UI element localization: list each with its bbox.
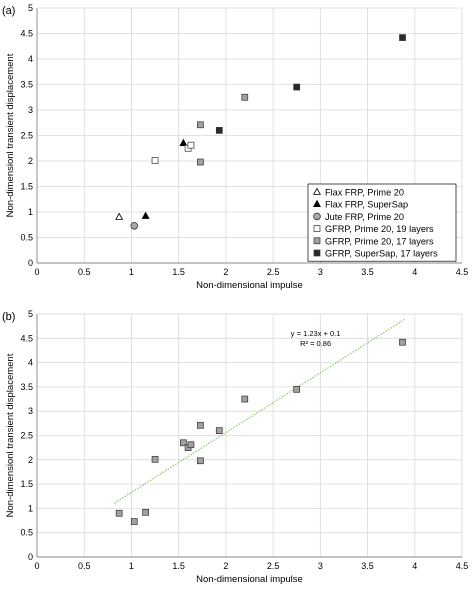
legend-marker xyxy=(313,199,321,208)
data-point xyxy=(180,439,187,447)
y-tick-label: 2.5 xyxy=(20,131,33,141)
panel-b: 0 0.5 1 1.5 2 2.5 3 3.5 4 4.5 0 0.5 1 1.5 2 2.5 3 3.5 4 4.5… xyxy=(2,309,468,585)
x-tick-label: 0 xyxy=(34,267,39,277)
legend-marker xyxy=(313,249,321,257)
data-point xyxy=(197,158,204,166)
data-point xyxy=(241,395,249,403)
y-tick-label: 0.5 xyxy=(20,528,33,538)
x-tick-label: 1 xyxy=(129,267,134,277)
data-point xyxy=(115,509,123,517)
data-point xyxy=(293,83,301,91)
legend-entry: Jute FRP, Prime 20 xyxy=(325,212,404,222)
data-point xyxy=(197,121,204,129)
trendline-equation: y = 1.23x + 0.1 xyxy=(291,329,341,338)
data-point xyxy=(130,518,138,525)
y-tick-label: 4 xyxy=(28,54,33,64)
x-tick-label: 4.5 xyxy=(456,267,469,277)
data-point xyxy=(142,508,149,516)
data-point xyxy=(399,338,406,346)
trendline-r2: R² = 0.86 xyxy=(300,339,331,348)
data-point xyxy=(130,221,139,230)
x-tick-label: 0 xyxy=(34,561,39,571)
x-tick-label: 0.5 xyxy=(78,267,91,277)
data-point xyxy=(197,421,204,429)
data-point xyxy=(215,427,223,434)
panel-tag: (b) xyxy=(2,311,15,323)
y-tick-label: 1 xyxy=(28,207,33,217)
x-tick-label: 3 xyxy=(318,561,323,571)
x-tick-label: 1.5 xyxy=(172,561,185,571)
y-tick-label: 2 xyxy=(28,455,33,465)
x-tick-label: 1 xyxy=(129,561,134,571)
y-tick-label: 4.5 xyxy=(20,29,33,39)
data-point xyxy=(187,441,195,449)
y-tick-label: 2 xyxy=(28,156,33,166)
trendline xyxy=(114,318,406,504)
legend-marker xyxy=(313,212,321,221)
legend-entry: GFRP, SuperSap, 17 layers xyxy=(325,249,438,259)
y-tick-label: 1.5 xyxy=(20,479,33,489)
legend-entry: Flax FRP, Prime 20 xyxy=(325,188,404,198)
x-tick-label: 2 xyxy=(223,267,228,277)
x-tick-label: 0.5 xyxy=(78,561,91,571)
legend-entry: Flax FRP, SuperSap xyxy=(325,200,408,210)
y-tick-label: 4 xyxy=(28,358,33,368)
y-tick-label: 0 xyxy=(28,552,33,562)
panel-a: 0 0.5 1 1.5 2 2.5 3 3.5 4 4.5 0 0.5 1 1.5 2 2.5 3 3.5 4 4.5… xyxy=(2,3,468,291)
x-tick-label: 2.5 xyxy=(267,561,280,571)
y-tick-label: 0 xyxy=(28,258,33,268)
y-tick-label: 1.5 xyxy=(20,182,33,192)
data-point xyxy=(241,93,249,101)
x-tick-label: 4 xyxy=(412,561,417,571)
y-tick-label: 3 xyxy=(28,105,33,115)
data-point xyxy=(141,211,150,219)
y-tick-label: 5 xyxy=(28,309,33,319)
x-axis-title: Non-dimensional impulse xyxy=(196,280,303,291)
x-tick-label: 3.5 xyxy=(361,267,374,277)
legend-marker xyxy=(313,237,321,245)
data-point xyxy=(197,457,204,465)
x-tick-label: 1.5 xyxy=(172,267,185,277)
y-tick-label: 4.5 xyxy=(20,333,33,343)
x-tick-label: 3.5 xyxy=(361,561,374,571)
y-tick-label: 3.5 xyxy=(20,80,33,90)
panel-tag: (a) xyxy=(2,5,15,17)
legend-marker xyxy=(313,225,321,232)
y-tick-label: 0.5 xyxy=(20,233,33,243)
x-tick-label: 3 xyxy=(318,267,323,277)
data-point xyxy=(115,212,124,220)
data-point xyxy=(293,385,301,393)
legend: Flax FRP, Prime 20 Flax FRP, SuperSap Jute… xyxy=(307,183,457,262)
y-axis-title: Non-dimensionl transient displacement xyxy=(5,53,16,217)
data-point xyxy=(399,34,406,41)
x-axis-title: Non-dimensional impulse xyxy=(196,574,303,585)
data-point xyxy=(187,141,195,149)
y-axis-title: Non-dimensionl transient displacement xyxy=(5,353,16,517)
data-point xyxy=(179,138,188,146)
data-point xyxy=(151,157,159,164)
y-tick-label: 3 xyxy=(28,406,33,416)
x-tick-label: 4.5 xyxy=(456,561,469,571)
data-point xyxy=(151,455,159,463)
x-tick-label: 2 xyxy=(223,561,228,571)
y-tick-label: 1 xyxy=(28,503,33,513)
legend-entry: GFRP, Prime 20, 17 layers xyxy=(325,236,434,246)
y-tick-label: 3.5 xyxy=(20,382,33,392)
data-point xyxy=(215,127,223,134)
legend-entry: GFRP, Prime 20, 19 layers xyxy=(325,224,434,234)
x-tick-label: 2.5 xyxy=(267,267,280,277)
y-tick-label: 5 xyxy=(28,3,33,13)
x-tick-label: 4 xyxy=(412,267,417,277)
legend-box xyxy=(307,183,457,262)
y-tick-label: 2.5 xyxy=(20,431,33,441)
legend-marker xyxy=(313,187,321,195)
